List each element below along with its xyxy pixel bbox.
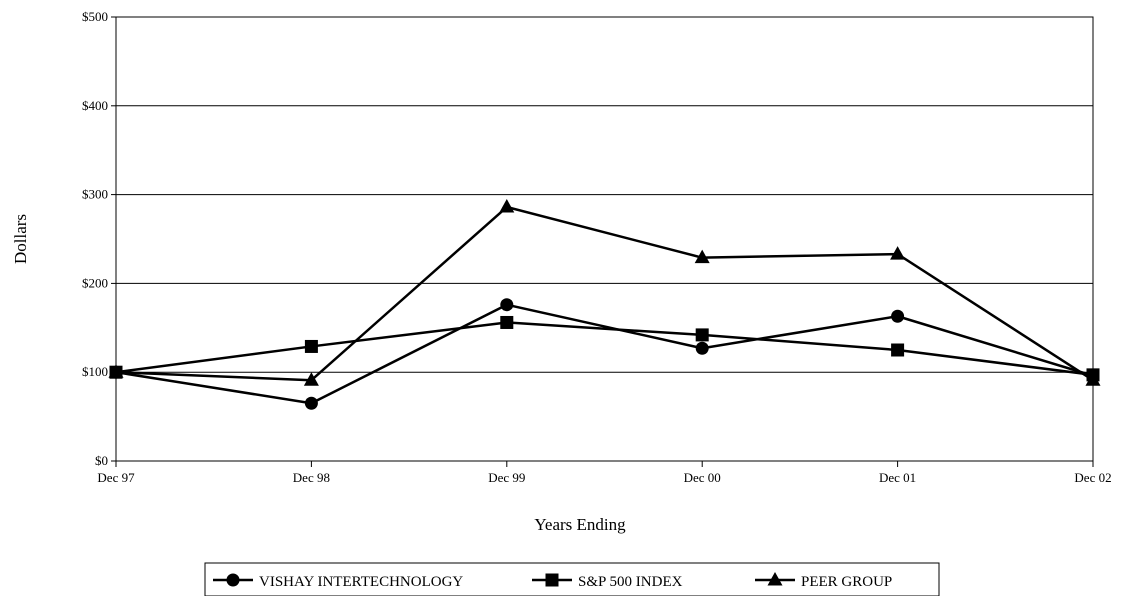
legend-label: PEER GROUP	[801, 574, 892, 590]
data-point	[694, 249, 710, 264]
legend-item: PEER GROUP	[755, 572, 892, 590]
series-line	[115, 321, 1094, 377]
legend-items: VISHAY INTERTECHNOLOGY S&P 500 INDEX PEER …	[213, 572, 892, 590]
data-point	[108, 364, 124, 378]
series-lines	[108, 199, 1101, 410]
plot-area	[115, 16, 1094, 462]
data-point	[500, 298, 514, 312]
x-axis-label: Years Ending	[534, 515, 626, 534]
data-point	[304, 339, 318, 353]
series-3	[108, 199, 1101, 386]
legend: VISHAY INTERTECHNOLOGY S&P 500 INDEX PEER …	[204, 562, 940, 596]
y-axis-label: Dollars	[11, 214, 30, 264]
data-point	[304, 396, 318, 410]
data-point	[695, 341, 709, 355]
legend-label: S&P 500 INDEX	[578, 574, 683, 590]
legend-item: VISHAY INTERTECHNOLOGY	[213, 573, 463, 590]
legend-marker	[545, 573, 559, 587]
x-tick-label: Dec 01	[879, 470, 916, 485]
data-point	[695, 328, 709, 342]
data-point	[891, 343, 905, 357]
data-point	[500, 315, 514, 329]
y-tick-label: $500	[82, 9, 108, 24]
data-point	[1085, 372, 1101, 386]
x-tick-label: Dec 02	[1074, 470, 1111, 485]
y-tick-label: $100	[82, 364, 108, 379]
legend-marker	[767, 572, 783, 586]
series-line	[115, 205, 1094, 382]
data-point	[303, 372, 319, 386]
y-tick-label: $400	[82, 98, 108, 113]
gridlines	[111, 16, 1093, 462]
x-tick-label: Dec 98	[293, 470, 330, 485]
legend-marker	[226, 573, 240, 587]
x-axis-ticks: Dec 97 Dec 98 Dec 99 Dec 00 Dec 01 Dec 02	[97, 461, 1112, 485]
series-line	[115, 303, 1094, 405]
x-tick-label: Dec 97	[97, 470, 135, 485]
y-tick-label: $0	[95, 453, 108, 468]
legend-label: VISHAY INTERTECHNOLOGY	[259, 574, 463, 590]
data-point	[890, 246, 906, 260]
data-point	[499, 199, 515, 213]
x-tick-label: Dec 00	[684, 470, 721, 485]
legend-item: S&P 500 INDEX	[532, 573, 683, 590]
x-tick-label: Dec 99	[488, 470, 525, 485]
y-tick-label: $300	[82, 187, 108, 202]
y-tick-label: $200	[82, 275, 108, 290]
data-point	[891, 309, 905, 323]
y-axis-ticks: $0 $100 $200 $300 $400 $500	[82, 9, 108, 468]
